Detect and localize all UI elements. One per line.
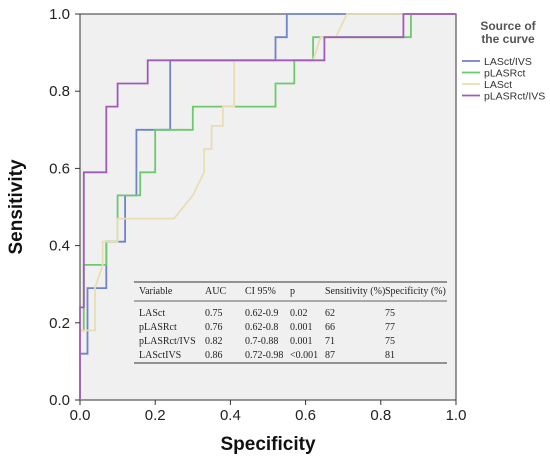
table-cell: 0.62-0.9 <box>245 308 278 319</box>
table-cell: 0.76 <box>205 322 223 333</box>
table-cell: 0.72-0.98 <box>245 350 283 361</box>
table-cell: pLASRct/IVS <box>139 336 196 347</box>
table-cell: 0.02 <box>290 308 308 319</box>
table-cell: pLASRct <box>139 322 177 333</box>
legend-label: pLASRct <box>484 68 526 80</box>
legend-label: pLASRct/IVS <box>484 91 545 103</box>
stats-table: Variable AUC CI 95% p Sensitivity (%) Specifi… <box>134 281 447 364</box>
table-cell: 77 <box>385 322 395 333</box>
table-cell: 87 <box>325 350 335 361</box>
table-header-cell: Variable <box>139 286 173 297</box>
table-cell: 0.001 <box>290 322 313 333</box>
table-cell: 0.7-0.88 <box>245 336 278 347</box>
roc-curve-lasct <box>79 13 456 400</box>
x-tick-label: 0.2 <box>145 407 166 424</box>
legend-label: LASct/IVS <box>484 56 532 68</box>
roc-curve-plasrct <box>79 13 456 400</box>
x-tick-label: 1.0 <box>446 407 467 424</box>
table-cell: 71 <box>325 336 335 347</box>
table-cell: LASctIVS <box>139 350 181 361</box>
y-tick-label: 1.0 <box>49 6 70 23</box>
legend-label: LASct <box>484 79 512 91</box>
y-tick-label: 0.6 <box>49 160 70 177</box>
y-tick-label: 0.2 <box>49 315 70 332</box>
x-tick-label: 0.8 <box>370 407 391 424</box>
table-cell: 0.001 <box>290 336 313 347</box>
roc-curve-plasrct-ivs <box>79 13 456 400</box>
table-header-cell: CI 95% <box>245 286 276 297</box>
table-cell: 0.75 <box>205 308 223 319</box>
axes: 0.0 0.2 0.4 0.6 0.8 1.0 0.0 0.2 0.4 0.6 0.8 1.0 <box>49 6 466 424</box>
table-cell: 75 <box>385 336 395 347</box>
x-axis-title: Specificity <box>220 434 315 455</box>
y-tick-label: 0.4 <box>49 238 70 255</box>
y-axis-title: Sensitivity <box>6 159 27 254</box>
table-cell: 0.62-0.8 <box>245 322 278 333</box>
table-cell: 0.82 <box>205 336 223 347</box>
table-cell: 75 <box>385 308 395 319</box>
table-cell: 62 <box>325 308 335 319</box>
table-cell: <0.001 <box>290 350 318 361</box>
table-cell: 81 <box>385 350 395 361</box>
table-cell: 66 <box>325 322 335 333</box>
table-header-cell: Specificity (%) <box>385 286 446 297</box>
legend-title: Source of <box>480 19 536 33</box>
x-tick-label: 0.0 <box>70 407 91 424</box>
plot-area <box>79 13 457 401</box>
table-header-cell: Sensitivity (%) <box>325 286 385 297</box>
x-tick-label: 0.6 <box>295 407 316 424</box>
series-layer <box>79 13 456 400</box>
legend-title: the curve <box>481 32 535 46</box>
table-cell: 0.86 <box>205 350 223 361</box>
table-cell: LASct <box>139 308 165 319</box>
y-tick-label: 0.8 <box>49 83 70 100</box>
x-tick-label: 0.4 <box>220 407 241 424</box>
y-tick-label: 0.0 <box>49 392 70 409</box>
table-header-cell: p <box>290 286 295 297</box>
table-header-cell: AUC <box>205 286 226 297</box>
